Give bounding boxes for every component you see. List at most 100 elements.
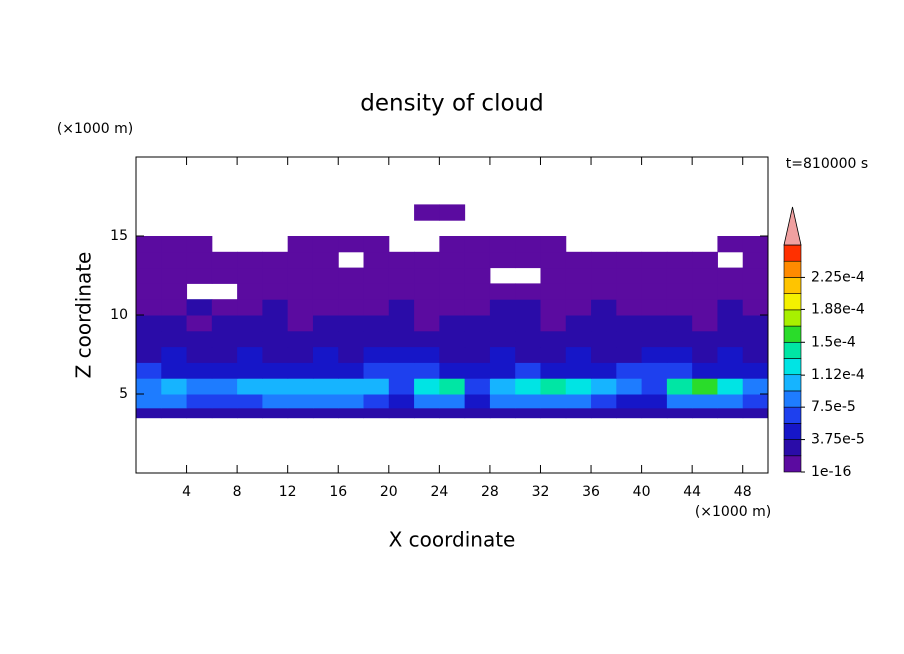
contour-cell bbox=[692, 283, 718, 300]
contour-cell bbox=[666, 315, 693, 332]
contour-cell bbox=[414, 378, 440, 395]
contour-cell bbox=[388, 394, 415, 409]
contour-cell bbox=[363, 267, 390, 284]
contour-cell bbox=[262, 362, 289, 379]
contour-cell bbox=[211, 330, 238, 348]
contour-cell bbox=[515, 378, 541, 395]
contour-cell bbox=[641, 251, 668, 269]
contour-cell bbox=[287, 394, 314, 409]
x-tick-label: 28 bbox=[481, 484, 499, 500]
contour-cell bbox=[186, 299, 213, 316]
contour-cell bbox=[363, 315, 390, 332]
contour-cell bbox=[186, 251, 213, 269]
contour-cell bbox=[464, 407, 491, 419]
x-tick-label: 12 bbox=[279, 484, 297, 500]
contour-cell bbox=[565, 299, 592, 316]
contour-cell bbox=[742, 283, 769, 300]
contour-cell bbox=[540, 236, 567, 253]
contour-cell bbox=[717, 267, 744, 284]
contour-cell bbox=[338, 394, 365, 409]
x-axis-title: X coordinate bbox=[389, 528, 516, 552]
contour-cell bbox=[641, 267, 668, 284]
contour-cell bbox=[262, 315, 289, 332]
contour-cell bbox=[742, 299, 769, 316]
contour-cell bbox=[186, 267, 213, 284]
contour-cell bbox=[136, 378, 162, 395]
y-unit: (×1000 m) bbox=[57, 121, 133, 137]
contour-cell bbox=[312, 330, 339, 348]
contour-cell bbox=[287, 267, 314, 284]
contour-cell bbox=[287, 346, 314, 363]
contour-cell bbox=[262, 378, 289, 395]
colorbar-tick-label: 2.25e-4 bbox=[811, 269, 865, 285]
contour-cell bbox=[363, 330, 390, 348]
contour-cell bbox=[565, 267, 592, 284]
contour-cell bbox=[439, 267, 466, 284]
contour-cell bbox=[464, 315, 491, 332]
colorbar-box bbox=[783, 406, 802, 424]
contour-cell bbox=[464, 346, 491, 363]
contour-cell bbox=[540, 330, 567, 348]
contour-cell bbox=[211, 299, 238, 316]
contour-cell bbox=[161, 267, 188, 284]
contour-cell bbox=[136, 330, 162, 348]
contour-cell bbox=[641, 362, 668, 379]
contour-cell bbox=[161, 236, 188, 253]
contour-cell bbox=[262, 346, 289, 363]
contour-cell bbox=[161, 407, 188, 419]
contour-cell bbox=[489, 346, 516, 363]
x-tick-label: 40 bbox=[633, 484, 651, 500]
contour-cell bbox=[136, 299, 162, 316]
contour-cell bbox=[237, 251, 263, 269]
contour-cell bbox=[565, 315, 592, 332]
contour-cell bbox=[515, 362, 541, 379]
contour-cell bbox=[742, 251, 769, 269]
contour-cell bbox=[439, 299, 466, 316]
contour-cell bbox=[287, 330, 314, 348]
contour-cell bbox=[211, 251, 238, 269]
contour-cell bbox=[591, 251, 617, 269]
contour-cell bbox=[414, 299, 440, 316]
contour-cell bbox=[388, 378, 415, 395]
contour-cell bbox=[742, 315, 769, 332]
contour-cell bbox=[287, 236, 314, 253]
contour-cell bbox=[540, 315, 567, 332]
contour-cell bbox=[439, 394, 466, 409]
contour-cell bbox=[565, 346, 592, 363]
colorbar-box bbox=[783, 374, 802, 392]
contour-cell bbox=[591, 394, 617, 409]
contour-cell bbox=[186, 346, 213, 363]
contour-cell bbox=[237, 346, 263, 363]
contour-cell bbox=[312, 236, 339, 253]
contour-cell bbox=[312, 362, 339, 379]
y-tick-label: 15 bbox=[110, 228, 128, 244]
contour-cell bbox=[136, 407, 162, 419]
colorbar-tick-label: 1.12e-4 bbox=[811, 367, 865, 383]
contour-cell bbox=[211, 407, 238, 419]
contour-cell bbox=[489, 251, 516, 269]
contour-cell bbox=[616, 299, 643, 316]
contour-cell bbox=[666, 407, 693, 419]
contour-cell bbox=[591, 283, 617, 300]
contour-cell bbox=[439, 204, 466, 221]
contour-cell bbox=[161, 346, 188, 363]
contour-cell bbox=[136, 251, 162, 269]
contour-cell bbox=[515, 330, 541, 348]
contour-cell bbox=[742, 346, 769, 363]
contour-cell bbox=[338, 267, 365, 284]
colorbar-tick-label: 1.88e-4 bbox=[811, 301, 865, 317]
colorbar-box bbox=[783, 390, 802, 408]
x-tick-label: 4 bbox=[182, 484, 191, 500]
contour-cell bbox=[692, 394, 718, 409]
contour-cell bbox=[136, 315, 162, 332]
contour-cell bbox=[666, 330, 693, 348]
chart-title: density of cloud bbox=[360, 91, 543, 117]
contour-cell bbox=[666, 362, 693, 379]
contour-cell bbox=[338, 407, 365, 419]
x-tick-label: 16 bbox=[329, 484, 347, 500]
contour-cell bbox=[742, 407, 769, 419]
contour-cell bbox=[666, 283, 693, 300]
y-tick-label: 10 bbox=[110, 307, 128, 323]
contour-cell bbox=[464, 394, 491, 409]
contour-cell bbox=[388, 330, 415, 348]
